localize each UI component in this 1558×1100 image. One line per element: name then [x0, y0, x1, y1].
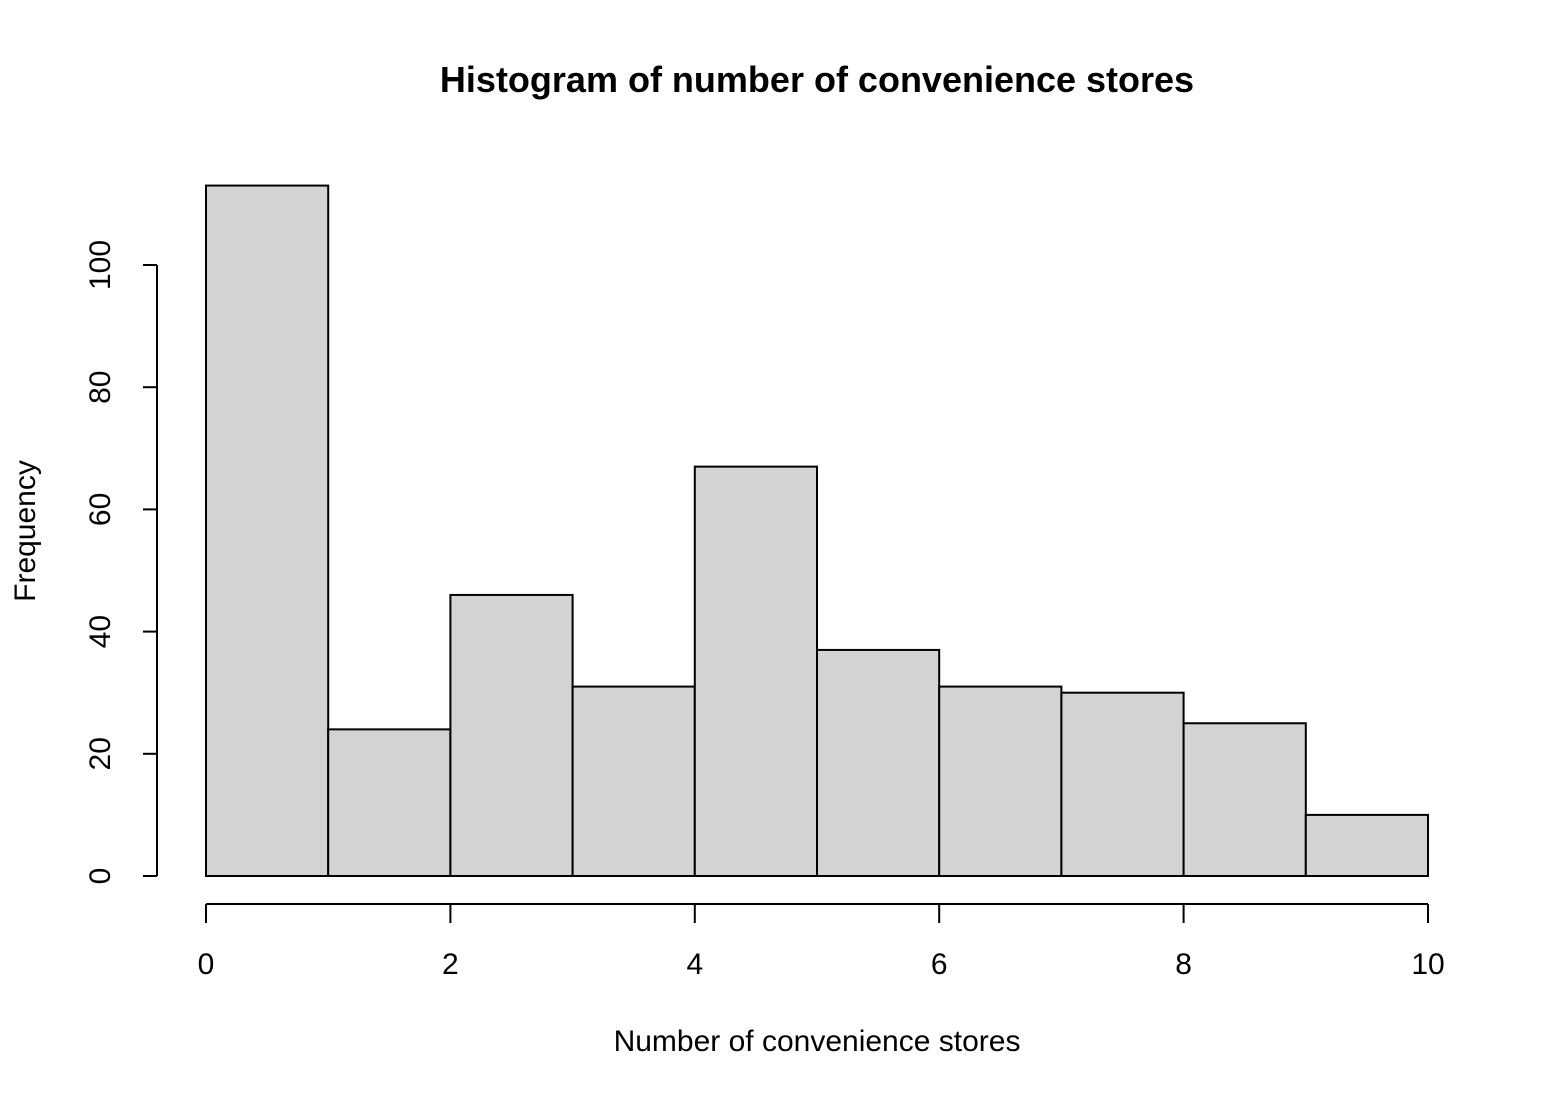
- y-tick-label: 20: [84, 737, 117, 770]
- y-tick-label: 0: [84, 868, 117, 885]
- histogram-bar: [1182, 722, 1307, 877]
- histogram-bar: [938, 685, 1063, 878]
- x-tick-label: 2: [442, 948, 459, 981]
- x-tick-label: 6: [931, 948, 948, 981]
- histogram-bar: [693, 465, 818, 877]
- x-tick-label: 10: [1411, 948, 1444, 981]
- x-tick-label: 8: [1175, 948, 1192, 981]
- histogram-bar: [449, 593, 574, 877]
- y-tick-label: 60: [84, 493, 117, 526]
- histogram-bar: [816, 648, 941, 877]
- histogram-bar: [327, 728, 452, 877]
- y-tick-label: 100: [84, 240, 117, 290]
- histogram-bar: [571, 685, 696, 878]
- y-tick-label: 80: [84, 371, 117, 404]
- histogram-bar: [1060, 691, 1185, 878]
- y-axis-label: Frequency: [9, 460, 42, 602]
- chart-title: Histogram of number of convenience store…: [440, 59, 1194, 100]
- bars-group: [205, 184, 1430, 878]
- y-axis: 0 20 40 60 80 100: [84, 240, 158, 885]
- histogram-bar: [205, 184, 330, 877]
- x-tick-label: 0: [198, 948, 215, 981]
- x-tick-label: 4: [686, 948, 703, 981]
- histogram-bar: [1304, 813, 1430, 878]
- x-axis-label: Number of convenience stores: [614, 1025, 1021, 1058]
- x-axis: 0 2 4 6 8 10: [198, 903, 1445, 981]
- y-tick-label: 40: [84, 615, 117, 648]
